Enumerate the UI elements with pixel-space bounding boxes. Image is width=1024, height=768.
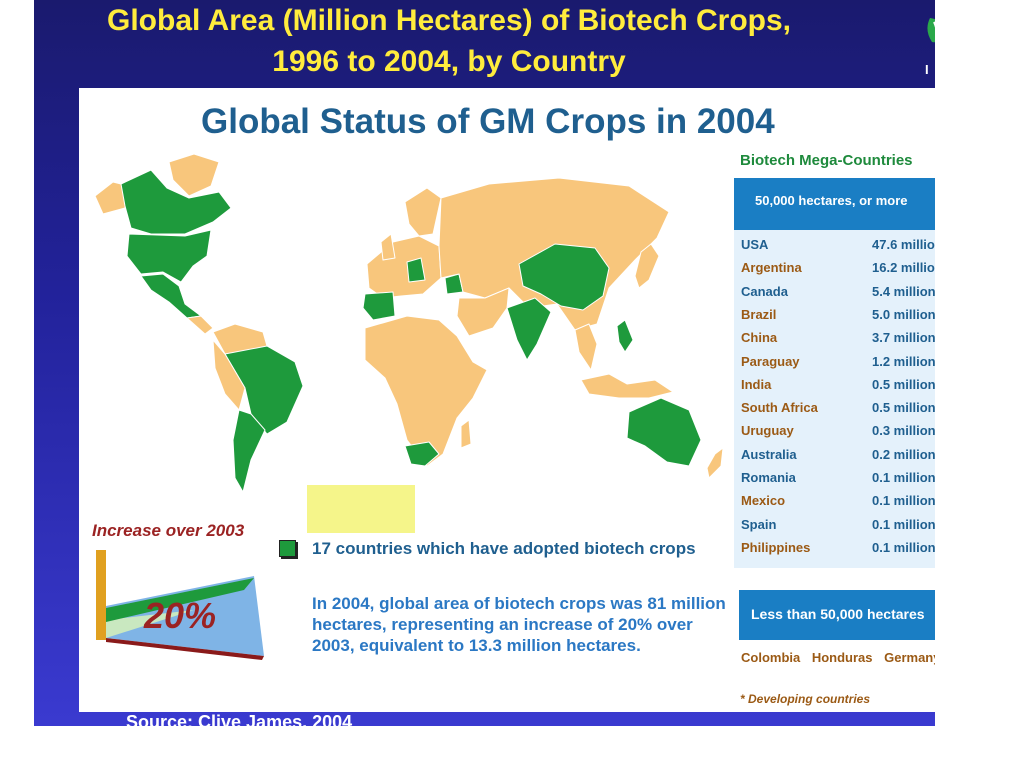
- country-row: Philippines 0.1 million: [741, 540, 935, 560]
- country-name: Canada: [741, 283, 788, 299]
- country-name: Romania: [741, 470, 796, 485]
- country-row: Brazil 5.0 million: [741, 307, 935, 327]
- usa-region: [126, 229, 212, 283]
- country-hectares: 1.2 million: [872, 353, 935, 369]
- country-name: USA: [741, 237, 769, 252]
- minor-countries: Colombia Honduras Germany: [741, 650, 935, 665]
- madagascar-region: [460, 419, 472, 449]
- country-name: China: [741, 330, 778, 346]
- slide-title-line2: 1996 to 2004, by Country: [272, 45, 626, 78]
- developing-footnote: * Developing countries: [740, 692, 871, 706]
- adopted-legend-text: 17 countries which have adopted biotech …: [312, 539, 696, 558]
- argentina-region: [232, 409, 266, 493]
- less-band-label: Less than 50,000 hectares: [751, 606, 925, 622]
- country-name: India: [741, 376, 772, 392]
- country-row: Canada 5.4 million: [741, 284, 935, 304]
- mega-band-label: 50,000 hectares, or more: [755, 193, 908, 208]
- germany-region: [406, 257, 426, 283]
- country-row: Uruguay 0.3 million: [741, 423, 935, 443]
- country-hectares: 0.1 million: [872, 470, 935, 485]
- source-caption: Source: Clive James, 2004: [126, 712, 353, 726]
- country-row: Paraguay 1.2 million: [741, 354, 935, 374]
- country-name: Mexico: [741, 493, 786, 509]
- increase-value: 20%: [143, 595, 216, 636]
- country-hectares: 3.7 million: [872, 330, 935, 346]
- uk-region: [380, 233, 396, 261]
- indonesia-region: [580, 373, 674, 399]
- india-region: [506, 297, 552, 361]
- country-hectares: 0.5 million: [872, 376, 935, 392]
- central-america-region: [186, 315, 214, 335]
- country-hectares: 5.4 million: [872, 283, 935, 299]
- philippines-region: [616, 319, 634, 353]
- country-name: Philippines: [741, 539, 811, 555]
- country-name: Uruguay: [741, 423, 794, 439]
- country-hectares: 16.2 million: [872, 260, 935, 276]
- mega-band: [734, 178, 935, 230]
- country-row: China 3.7 million: [741, 330, 935, 350]
- slide: Global Area (Million Hectares) of Biotec…: [34, 0, 935, 726]
- japan-region: [634, 243, 660, 289]
- china-region: [518, 243, 610, 311]
- australia-region: [626, 397, 702, 467]
- country-row: Argentina 16.2 million: [741, 260, 935, 280]
- country-hectares: 5.0 million: [872, 306, 935, 322]
- country-row: USA 47.6 million: [741, 237, 935, 257]
- country-row: South Africa 0.5 million: [741, 400, 935, 420]
- slide-title-line1: Global Area (Million Hectares) of Biotec…: [107, 4, 791, 37]
- scandinavia-region: [404, 187, 442, 237]
- mega-countries-table: USA 47.6 million Argentina 16.2 million Cana…: [734, 230, 935, 568]
- country-row: Spain 0.1 million: [741, 517, 935, 537]
- brazil-region: [224, 345, 304, 435]
- summary-text: In 2004, global area of biotech crops wa…: [312, 594, 726, 655]
- country-hectares: 0.1 million: [872, 493, 935, 509]
- increase-chart: 20%: [96, 550, 264, 660]
- slide-title: Global Area (Million Hectares) of Biotec…: [34, 0, 864, 82]
- country-name: Paraguay: [741, 353, 800, 369]
- country-hectares: 0.5 million: [872, 400, 935, 416]
- country-row: Australia 0.2 million: [741, 447, 935, 467]
- south-africa-region: [404, 441, 440, 467]
- europe-region: [366, 235, 442, 299]
- logo-letter: I: [925, 62, 929, 77]
- new-zealand-region: [706, 447, 724, 479]
- country-hectares: 0.1 million: [872, 516, 935, 532]
- middle-east-region: [456, 287, 510, 337]
- less-band: [739, 590, 935, 640]
- country-hectares: 0.2 million: [872, 446, 935, 462]
- country-hectares: 0.3 million: [872, 423, 935, 439]
- country-row: Romania 0.1 million: [741, 470, 935, 490]
- country-name: Spain: [741, 516, 777, 532]
- map-title: Global Status of GM Crops in 2004: [201, 102, 775, 141]
- canada-region: [120, 169, 232, 235]
- spain-region: [362, 291, 396, 321]
- country-row: Mexico 0.1 million: [741, 493, 935, 513]
- country-hectares: 47.6 million: [872, 237, 935, 252]
- country-name: Argentina: [741, 260, 802, 276]
- world-map: [94, 153, 724, 493]
- mega-countries-sidebar: Biotech Mega-Countries 50,000 hectares, …: [734, 148, 935, 708]
- country-row: India 0.5 million: [741, 377, 935, 397]
- mega-countries-title: Biotech Mega-Countries: [740, 152, 913, 169]
- africa-region: [364, 315, 488, 467]
- country-name: South Africa: [741, 400, 818, 416]
- greenland-region: [168, 153, 220, 197]
- adopted-legend-swatch: [279, 540, 296, 557]
- mexico-region: [140, 273, 202, 319]
- leaf-logo-icon: [927, 18, 935, 43]
- country-hectares: 0.1 million: [872, 539, 935, 555]
- highlight-box: [307, 485, 415, 533]
- country-name: Brazil: [741, 306, 777, 322]
- increase-title: Increase over 2003: [92, 521, 245, 540]
- map-panel: Global Status of GM Crops in 2004: [79, 88, 935, 712]
- southeast-asia-region: [574, 323, 598, 371]
- country-name: Australia: [741, 446, 797, 462]
